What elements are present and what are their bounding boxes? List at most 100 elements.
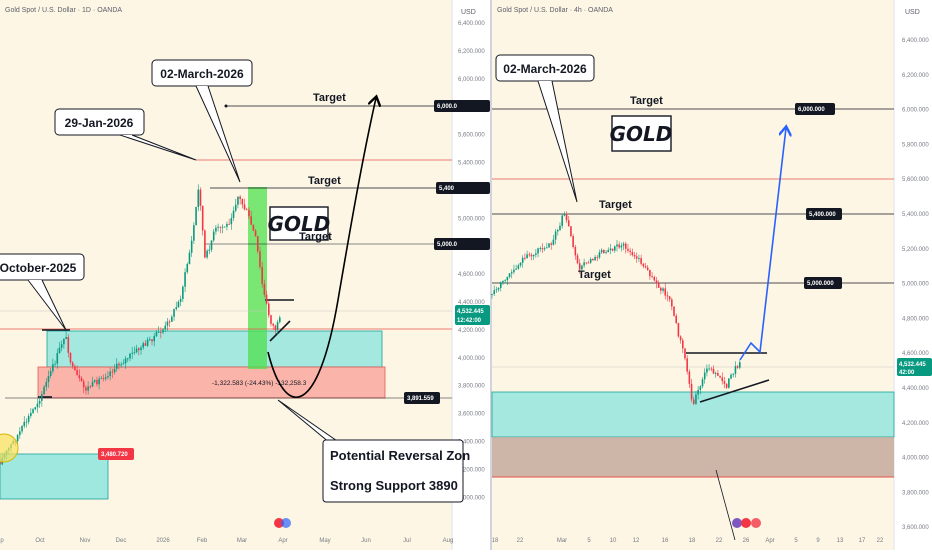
candle-body xyxy=(638,258,640,259)
candle-body xyxy=(71,362,74,367)
x-tick-label: Apr xyxy=(765,538,774,544)
candle-body xyxy=(671,299,673,307)
candle-body xyxy=(45,382,48,387)
candle-body xyxy=(0,462,1,465)
candle-body xyxy=(594,256,596,261)
x-tick-label: Mar xyxy=(237,538,247,544)
candle-body xyxy=(519,262,522,266)
svg-text:02-March-2026: 02-March-2026 xyxy=(503,62,587,76)
candle-body xyxy=(701,379,704,387)
candle-body xyxy=(572,236,574,247)
candle-body xyxy=(137,348,140,351)
candle-body xyxy=(622,243,625,246)
candle-body xyxy=(252,224,255,231)
candle-body xyxy=(32,409,34,413)
candle-body xyxy=(578,263,581,270)
candle-body xyxy=(80,378,83,382)
svg-text:GOLD: GOLD xyxy=(268,212,331,236)
target-label-6000: Target xyxy=(313,92,346,104)
candle-body xyxy=(686,358,688,372)
svg-text:12:42:00: 12:42:00 xyxy=(457,318,482,324)
candle-body xyxy=(491,293,493,295)
candle-body xyxy=(600,250,603,253)
candle-body xyxy=(41,394,43,401)
candle-body xyxy=(100,378,103,379)
candle-body xyxy=(508,273,511,277)
candle-body xyxy=(539,248,542,249)
y-tick-label: 6,000.000 xyxy=(458,77,485,83)
candle-body xyxy=(565,213,568,221)
x-tick-label: Feb xyxy=(197,538,208,544)
candle-body xyxy=(267,303,270,316)
svg-text:02-March-2026: 02-March-2026 xyxy=(160,67,244,81)
candle-body xyxy=(690,383,693,400)
candle-body xyxy=(237,196,239,205)
gold-label-box-right: GOLD xyxy=(610,115,672,152)
left-x-axis-ticks: p Oct Nov Dec 2026 Feb Mar Apr May Jun Jul Aug xyxy=(0,538,453,544)
candle-body xyxy=(16,435,19,442)
candle-body xyxy=(91,381,94,387)
candle-body xyxy=(554,231,557,240)
candle-body xyxy=(548,243,550,248)
candle-body xyxy=(655,280,658,284)
candle-body xyxy=(195,206,197,226)
candle-body xyxy=(515,268,517,270)
event-icon[interactable] xyxy=(274,518,284,528)
candle-body xyxy=(567,220,570,227)
event-icon[interactable] xyxy=(741,518,751,528)
y-tick-label: 6,000.000 xyxy=(902,108,929,114)
candle-body xyxy=(618,244,620,248)
candle-body xyxy=(646,267,649,270)
candle-body xyxy=(54,363,56,365)
svg-text:3,480.720: 3,480.720 xyxy=(101,452,128,458)
x-tick-label: 13 xyxy=(837,538,844,544)
candle-body xyxy=(175,307,178,310)
candle-body xyxy=(230,218,233,225)
candle-body xyxy=(725,383,728,388)
svg-text:4,532.445: 4,532.445 xyxy=(899,362,926,368)
candle-body xyxy=(274,325,277,331)
target-line-anchor xyxy=(224,104,228,108)
candle-body xyxy=(526,254,528,259)
y-tick-label: 6,400.000 xyxy=(902,38,929,44)
candle-body xyxy=(528,254,531,256)
candle-body xyxy=(644,266,647,268)
x-tick-label: 22 xyxy=(517,538,524,544)
candle-body xyxy=(23,422,26,427)
y-tick-label: 5,200.000 xyxy=(902,247,929,253)
svg-text:4,532.445: 4,532.445 xyxy=(457,309,484,315)
event-icon[interactable] xyxy=(751,518,761,528)
x-tick-label: Jul xyxy=(403,538,411,544)
candle-body xyxy=(261,266,263,284)
x-tick-label: 9 xyxy=(816,538,820,544)
candle-body xyxy=(739,362,741,368)
pill-5400-left xyxy=(436,182,490,194)
candle-body xyxy=(506,276,509,281)
candle-body xyxy=(107,375,109,378)
candle-body xyxy=(611,248,614,251)
candle-body xyxy=(596,256,599,258)
candle-body xyxy=(537,248,539,254)
candle-body xyxy=(543,248,546,250)
candle-body xyxy=(592,259,594,261)
target-label-5400: Target xyxy=(308,175,341,187)
event-icon[interactable] xyxy=(732,518,742,528)
trendline-segment xyxy=(269,320,291,342)
pill-last-price-right xyxy=(897,358,932,376)
candle-body xyxy=(521,257,524,263)
x-tick-label: 16 xyxy=(662,538,669,544)
candle-body xyxy=(157,332,160,333)
candle-body xyxy=(43,386,45,395)
candle-body xyxy=(633,255,636,257)
candle-body xyxy=(660,287,662,291)
candle-body xyxy=(598,252,601,258)
candle-body xyxy=(714,373,717,374)
candle-body xyxy=(19,431,21,436)
candle-body xyxy=(201,205,204,231)
svg-text:5,000.000: 5,000.000 xyxy=(807,281,834,287)
candle-body xyxy=(546,247,548,249)
candle-body xyxy=(135,348,138,353)
pill-5400-right xyxy=(806,208,842,220)
event-icon[interactable] xyxy=(281,518,291,528)
candle-body xyxy=(662,288,664,291)
